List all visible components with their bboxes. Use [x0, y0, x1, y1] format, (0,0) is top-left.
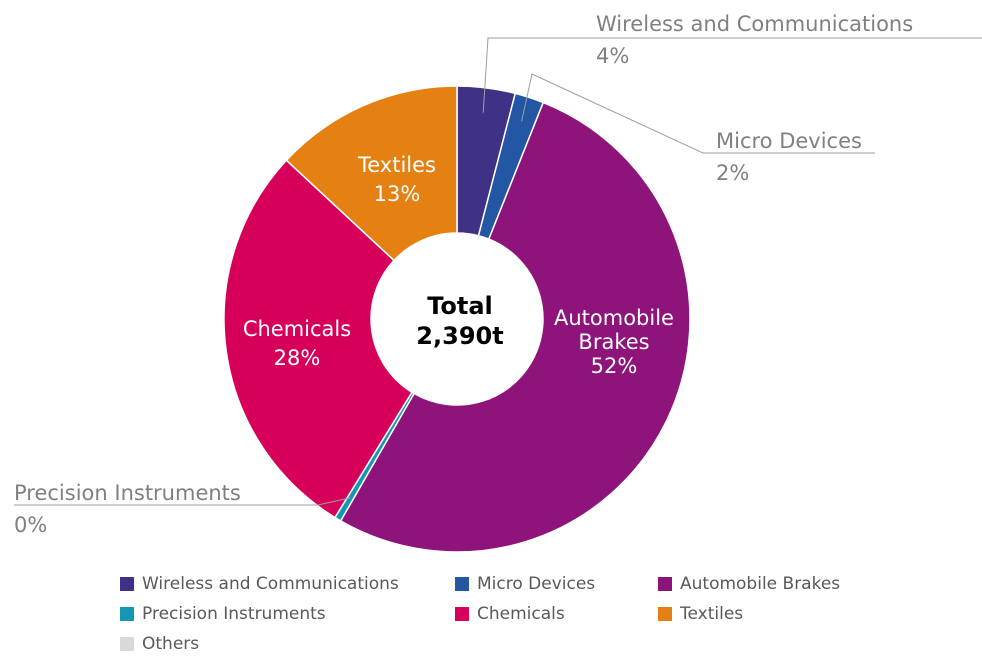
callout-value-micro-devices: 2% — [716, 161, 749, 185]
leader-line-micro-devices — [521, 73, 875, 154]
legend-label: Chemicals — [477, 603, 565, 624]
legend-label: Micro Devices — [477, 573, 596, 594]
legend-label: Others — [142, 633, 200, 654]
legend-item-chemicals: Chemicals — [455, 603, 658, 624]
leader-line-precision-instruments — [14, 497, 351, 506]
slice-automobile-brakes — [339, 101, 691, 553]
legend-item-automobile-brakes: Automobile Brakes — [658, 573, 898, 594]
chart-legend: Wireless and Communications Micro Devices… — [120, 573, 900, 654]
center-total-label: Total — [427, 292, 493, 320]
callout-value-wireless-and-communications: 4% — [596, 44, 629, 68]
callout-name-micro-devices: Micro Devices — [716, 129, 862, 153]
slice-label-automobile-brakes-value: 52% — [591, 354, 638, 378]
legend-label: Precision Instruments — [142, 603, 326, 624]
legend-swatch — [455, 576, 469, 591]
legend-swatch — [120, 636, 134, 651]
slice-label-chemicals-name: Chemicals — [243, 317, 351, 341]
legend-swatch — [120, 606, 134, 621]
slice-chemicals — [223, 159, 413, 519]
legend-item-precision-instruments: Precision Instruments — [120, 603, 455, 624]
legend-swatch — [120, 576, 134, 591]
slice-label-automobile-brakes-name: Automobile — [554, 306, 674, 330]
slice-label-automobile-brakes-name: Brakes — [578, 330, 649, 354]
slice-label-textiles-value: 13% — [374, 182, 421, 206]
slice-textiles — [285, 85, 458, 262]
legend-item-wireless-and-communications: Wireless and Communications — [120, 573, 455, 594]
slice-label-chemicals-value: 28% — [274, 346, 321, 370]
slice-label-textiles-name: Textiles — [357, 153, 436, 177]
leader-line-wireless-and-communications — [482, 37, 982, 113]
legend-swatch — [455, 606, 469, 621]
center-total-value: 2,390t — [416, 322, 503, 350]
donut-hole — [371, 233, 543, 405]
callout-name-wireless-and-communications: Wireless and Communications — [596, 12, 913, 36]
legend-item-textiles: Textiles — [658, 603, 898, 624]
legend-swatch — [658, 576, 672, 591]
legend-swatch — [658, 606, 672, 621]
callout-value-precision-instruments: 0% — [14, 513, 47, 537]
legend-item-others: Others — [120, 633, 455, 654]
legend-label: Textiles — [680, 603, 744, 624]
legend-item-micro-devices: Micro Devices — [455, 573, 658, 594]
legend-label: Wireless and Communications — [142, 573, 399, 594]
legend-label: Automobile Brakes — [680, 573, 841, 594]
callout-name-precision-instruments: Precision Instruments — [14, 481, 241, 505]
